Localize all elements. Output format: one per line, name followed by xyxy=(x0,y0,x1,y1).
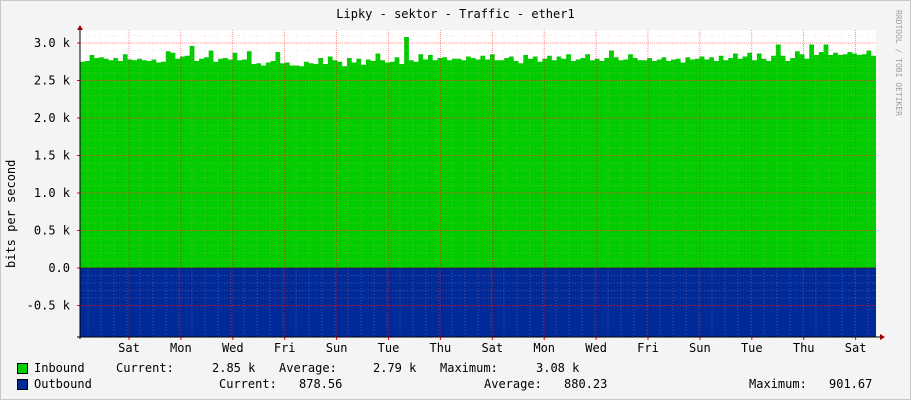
x-tick-label: Fri xyxy=(637,341,659,355)
x-tick-label: Sat xyxy=(845,341,867,355)
y-tick-label: 0.0 xyxy=(48,261,70,275)
inbound-swatch xyxy=(17,363,28,374)
y-tick-label: -0.5 k xyxy=(27,299,71,313)
inbound-average-value: 2.79 k xyxy=(373,361,417,375)
x-tick-label: Mon xyxy=(533,341,555,355)
outbound-area xyxy=(80,268,876,337)
inbound-current-label: Current: xyxy=(116,361,174,375)
outbound-swatch xyxy=(17,379,28,390)
y-tick-label: 3.0 k xyxy=(34,36,71,50)
inbound-average-label: Average: xyxy=(279,361,337,375)
inbound-label: Inbound xyxy=(34,361,85,375)
x-axis-arrow xyxy=(880,334,885,340)
outbound-current-label: Current: xyxy=(219,377,277,391)
outbound-maximum-value: 901.67 xyxy=(829,377,873,391)
outbound-current-value: 878.56 xyxy=(299,377,343,391)
y-tick-label: 1.5 k xyxy=(34,149,71,163)
x-tick-label: Sat xyxy=(118,341,140,355)
y-tick-label: 0.5 k xyxy=(34,224,71,238)
y-tick-label: 2.5 k xyxy=(34,74,71,88)
x-tick-label: Tue xyxy=(378,341,400,355)
x-tick-label: Sun xyxy=(326,341,348,355)
inbound-current-value: 2.85 k xyxy=(212,361,256,375)
x-tick-label: Wed xyxy=(585,341,607,355)
x-tick-label: Thu xyxy=(793,341,815,355)
x-tick-label: Thu xyxy=(430,341,452,355)
x-tick-label: Sun xyxy=(689,341,711,355)
inbound-maximum-value: 3.08 k xyxy=(536,361,580,375)
outbound-average-label: Average: xyxy=(484,377,542,391)
y-tick-label: 1.0 k xyxy=(34,186,71,200)
x-tick-label: Fri xyxy=(274,341,296,355)
inbound-area xyxy=(80,37,876,268)
y-tick-label: 2.0 k xyxy=(34,111,71,125)
x-tick-label: Wed xyxy=(222,341,244,355)
x-tick-label: Tue xyxy=(741,341,763,355)
outbound-label: Outbound xyxy=(34,377,92,391)
inbound-maximum-label: Maximum: xyxy=(440,361,498,375)
y-axis-arrow xyxy=(77,25,83,30)
x-tick-label: Mon xyxy=(170,341,192,355)
outbound-maximum-label: Maximum: xyxy=(749,377,807,391)
watermark: RRDTOOL / TOBI OETIKER xyxy=(894,10,903,116)
chart-title: Lipky - sektor - Traffic - ether1 xyxy=(336,7,575,21)
x-tick-label: Sat xyxy=(481,341,503,355)
outbound-average-value: 880.23 xyxy=(564,377,608,391)
